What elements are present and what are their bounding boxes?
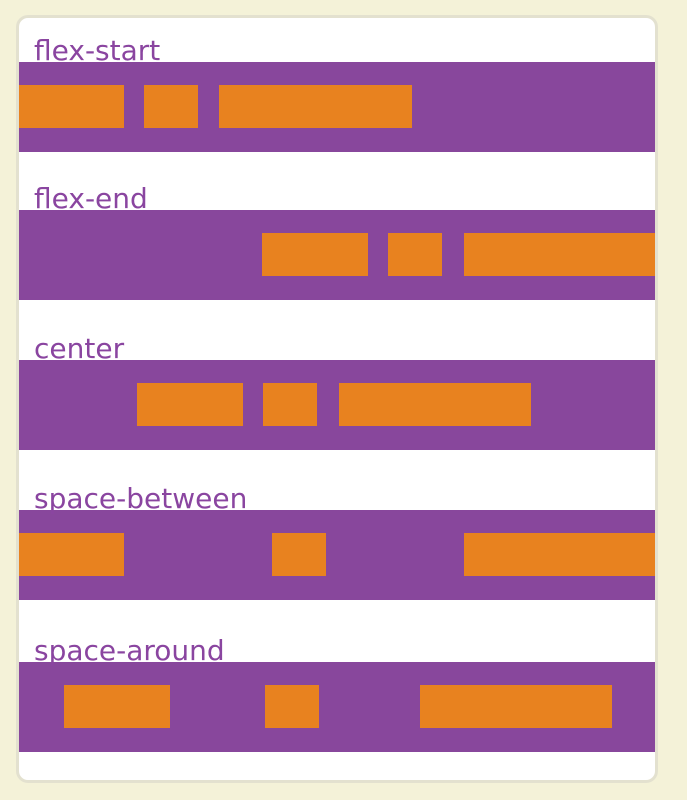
flex-item-1 (137, 383, 243, 426)
flex-container (19, 662, 655, 752)
flex-item-3 (464, 233, 655, 276)
row-label: center (34, 332, 125, 365)
flex-container (19, 510, 655, 600)
flex-item-1 (262, 233, 368, 276)
flex-container (19, 210, 655, 300)
flex-item-2 (388, 233, 442, 276)
flex-item-2 (144, 85, 198, 128)
row-label: flex-start (34, 34, 161, 67)
row-label: space-around (34, 634, 225, 667)
flex-item-1 (19, 85, 124, 128)
row-label: space-between (34, 482, 248, 515)
flex-item-3 (219, 85, 412, 128)
flex-item-2 (272, 533, 326, 576)
flex-item-2 (265, 685, 319, 728)
flex-item-1 (64, 685, 170, 728)
row-label: flex-end (34, 182, 148, 215)
flex-item-3 (420, 685, 612, 728)
flex-item-3 (339, 383, 531, 426)
flex-item-1 (19, 533, 124, 576)
flex-container (19, 62, 655, 152)
flex-item-3 (464, 533, 655, 576)
flex-container (19, 360, 655, 450)
flex-item-2 (263, 383, 317, 426)
diagram-card: flex-start flex-end center space-between (16, 15, 658, 783)
